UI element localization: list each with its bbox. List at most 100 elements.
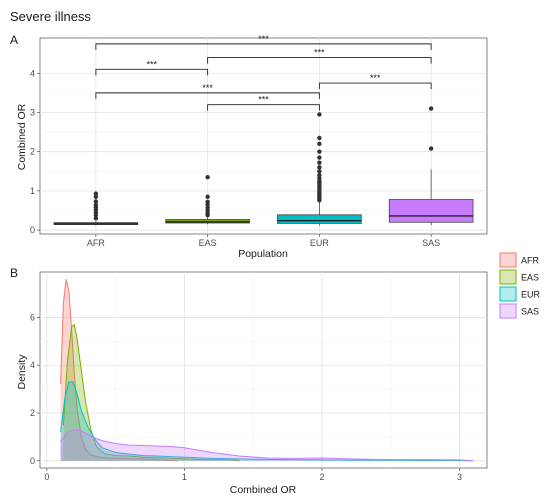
legend-swatch — [499, 286, 517, 302]
significance-line — [318, 82, 432, 90]
panel-b-grid — [40, 272, 487, 468]
legend-item-afr: AFR — [499, 252, 540, 268]
panel-b-ticks: 0 1 2 3 0 2 4 6 — [30, 312, 462, 482]
panel-b-y-axis-label: Density — [16, 354, 28, 390]
significance-line — [95, 43, 432, 50]
box-outlier-point — [317, 173, 322, 178]
panel-b-y-tick-label: 2 — [30, 408, 35, 418]
panel-b-y-tick-label: 4 — [30, 360, 35, 370]
box-afr — [53, 191, 139, 226]
legend-label: EUR — [521, 290, 541, 300]
significance-label: *** — [258, 34, 269, 44]
panel-a-y-axis-label: Combined OR — [16, 103, 28, 170]
legend-label: SAS — [521, 307, 539, 317]
panel-b-plot-area — [39, 271, 488, 469]
box-outlier-point — [93, 216, 99, 221]
box-eur — [277, 112, 362, 226]
significance-label: *** — [146, 59, 157, 69]
box-outlier-point — [93, 191, 99, 196]
box-sas — [388, 106, 474, 226]
panel-a-boxes — [53, 106, 474, 226]
significance-bracket: *** — [95, 34, 432, 50]
significance-bracket: *** — [318, 73, 432, 90]
box-outlier-point — [428, 106, 434, 111]
panel-b-x-axis-label: Combined OR — [230, 484, 297, 496]
density-line-afr — [60, 279, 178, 462]
box-eas — [165, 174, 250, 225]
panel-a-label: A — [10, 33, 18, 47]
significance-bracket: *** — [207, 95, 320, 111]
box-outlier-point — [317, 176, 322, 181]
box-outlier-point — [317, 165, 322, 170]
box-outlier-point — [428, 146, 434, 151]
significance-bracket: *** — [95, 83, 320, 99]
legend-swatch — [499, 269, 517, 285]
panel-a-y-tick-label: 4 — [30, 68, 35, 78]
panel-b-density-curves — [60, 279, 474, 462]
panel-b-y-tick-label: 0 — [30, 456, 35, 466]
panel-b-x-tick-label: 1 — [182, 472, 187, 482]
panel-b-x-tick-label: 2 — [319, 472, 324, 482]
panel-b-y-tick-label: 6 — [30, 312, 35, 322]
box-outlier-point — [93, 202, 99, 208]
density-line-eas — [62, 323, 240, 462]
box-body — [277, 214, 362, 224]
box-body — [388, 199, 474, 223]
panel-a-y-tick-label: 3 — [30, 107, 35, 117]
density-area-sas — [60, 429, 474, 461]
box-outlier-point — [93, 194, 99, 199]
legend-item-sas: SAS — [499, 303, 539, 319]
box-outlier-point — [205, 194, 210, 199]
panel-a-x-axis-label: Population — [238, 248, 288, 260]
density-area-afr — [60, 279, 178, 461]
legend: AFR EAS EUR SAS — [499, 252, 541, 319]
panel-b-label: B — [10, 266, 18, 280]
panel-b: B 0 1 2 3 0 2 4 6 Combined OR Density — [10, 266, 488, 496]
panel-a-y-tick-label: 0 — [30, 225, 35, 235]
legend-item-eas: EAS — [499, 269, 539, 285]
box-outlier-point — [205, 205, 210, 210]
box-outlier-point — [317, 149, 322, 154]
panel-b-x-tick-label: 3 — [457, 472, 462, 482]
significance-line — [95, 92, 320, 99]
significance-line — [207, 104, 320, 111]
significance-label: *** — [202, 83, 213, 93]
density-line-sas — [60, 429, 474, 462]
legend-swatch — [499, 303, 517, 319]
figure-title: Severe illness — [10, 9, 91, 24]
panel-a-x-tick-label: EUR — [310, 238, 330, 248]
panel-a-x-tick-label: EAS — [199, 238, 217, 248]
panel-a-x-tick-label: SAS — [422, 238, 440, 248]
box-outlier-point — [317, 169, 322, 174]
box-outlier-point — [93, 199, 99, 204]
panel-a-significance: *** *** *** *** *** *** — [95, 34, 432, 111]
significance-label: *** — [314, 48, 325, 58]
panel-b-x-tick-label: 0 — [44, 472, 49, 482]
panel-a-y-tick-label: 1 — [30, 186, 35, 196]
significance-bracket: *** — [95, 59, 209, 76]
panel-a-x-tick-label: AFR — [87, 238, 106, 248]
significance-line — [95, 68, 209, 76]
density-area-eas — [63, 324, 240, 461]
box-outlier-point — [205, 199, 210, 205]
panel-a-ticks: 0 1 2 3 4 AFR EAS EUR SAS — [30, 68, 440, 248]
significance-label: *** — [370, 73, 381, 83]
legend-label: EAS — [521, 273, 539, 283]
box-outlier-point — [317, 135, 322, 141]
significance-line — [207, 57, 432, 64]
legend-swatch — [499, 252, 517, 268]
box-outlier-point — [205, 174, 210, 180]
significance-bracket: *** — [207, 48, 432, 64]
legend-item-eur: EUR — [499, 286, 541, 302]
box-outlier-point — [317, 160, 322, 165]
density-line-eur — [60, 381, 474, 462]
panel-a: A 0 1 2 3 4 AFR EAS EUR SAS *** *** *** *** *** *** P… — [10, 33, 488, 260]
significance-label: *** — [258, 95, 269, 105]
legend-label: AFR — [521, 256, 540, 266]
box-outlier-point — [317, 141, 322, 147]
panel-a-y-tick-label: 2 — [30, 147, 35, 157]
box-outlier-point — [317, 155, 322, 160]
box-outlier-point — [317, 112, 322, 117]
density-area-eur — [60, 382, 474, 461]
